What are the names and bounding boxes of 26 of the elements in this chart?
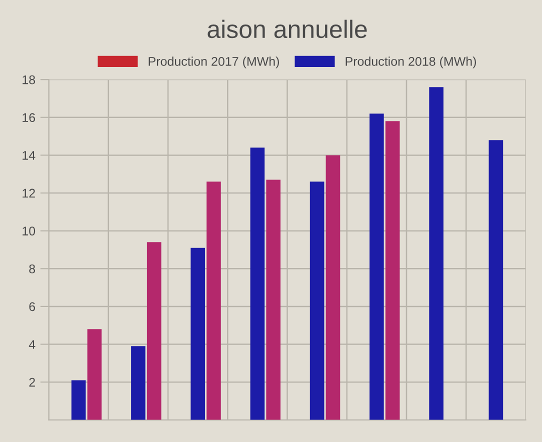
legend-label: Production 2018 (MWh) — [346, 56, 476, 68]
bar — [429, 87, 444, 420]
legend-label: Production 2017 (MWh) — [148, 56, 279, 68]
y-tick-label: 4 — [28, 340, 36, 349]
bar — [190, 248, 205, 420]
bar — [87, 329, 102, 420]
bar — [206, 182, 221, 420]
bar — [310, 182, 324, 420]
chart-title: aison annuelle — [208, 20, 367, 38]
y-tick-label: 12 — [22, 188, 35, 198]
bar — [146, 242, 162, 420]
y-tick-label: 2 — [29, 378, 35, 387]
bar — [488, 140, 504, 420]
y-tick-label: 10 — [22, 226, 36, 236]
y-tick-label: 6 — [29, 302, 36, 312]
bar — [71, 380, 86, 420]
bar — [131, 346, 146, 420]
bar — [326, 155, 340, 420]
y-tick-label: 18 — [22, 75, 36, 84]
bar — [266, 180, 281, 420]
y-tick-label: 8 — [29, 264, 36, 274]
bar — [385, 121, 400, 420]
y-tick-label: 16 — [22, 113, 36, 122]
bar — [370, 114, 384, 420]
bar — [250, 148, 265, 420]
y-tick-label: 14 — [22, 151, 36, 160]
